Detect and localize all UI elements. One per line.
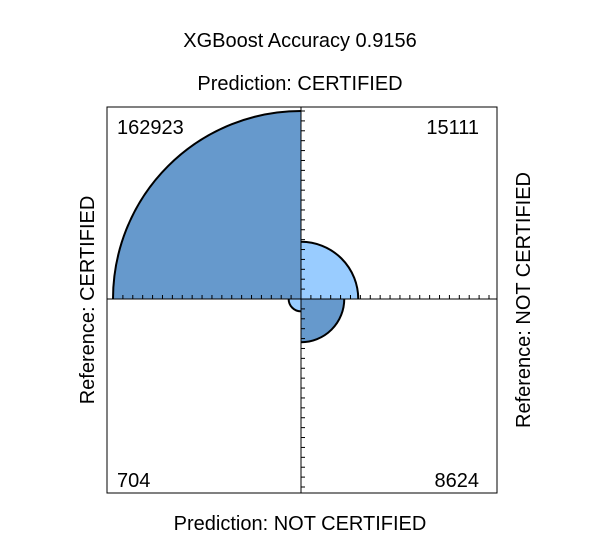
right-label: Reference: NOT CERTIFIED xyxy=(513,172,535,428)
count-label-certified-certified: 162923 xyxy=(117,117,184,139)
sector-not-certified-certified xyxy=(288,299,301,312)
sector-arc-certified-not-certified xyxy=(300,240,360,300)
chart-title: XGBoost Accuracy 0.9156 xyxy=(183,30,416,52)
sector-arc-not-certified-certified xyxy=(287,298,302,313)
sector-certified-certified xyxy=(113,111,301,299)
sector-arc-not-certified-not-certified xyxy=(300,298,346,344)
sectors-group xyxy=(112,110,360,344)
top-label: Prediction: CERTIFIED xyxy=(197,73,402,95)
bottom-label: Prediction: NOT CERTIFIED xyxy=(174,513,427,535)
axes-group xyxy=(107,107,497,493)
sector-not-certified-not-certified xyxy=(301,299,345,343)
counts-group: 162923 15111 704 8624 xyxy=(117,117,479,492)
sector-arc-certified-certified xyxy=(112,110,302,300)
sector-certified-not-certified xyxy=(301,241,359,299)
plot-frame xyxy=(106,106,498,494)
count-label-not-certified-certified: 704 xyxy=(117,470,150,492)
left-label: Reference: CERTIFIED xyxy=(77,196,99,405)
count-label-certified-not-certified: 15111 xyxy=(426,117,479,139)
count-label-not-certified-not-certified: 8624 xyxy=(435,470,480,492)
